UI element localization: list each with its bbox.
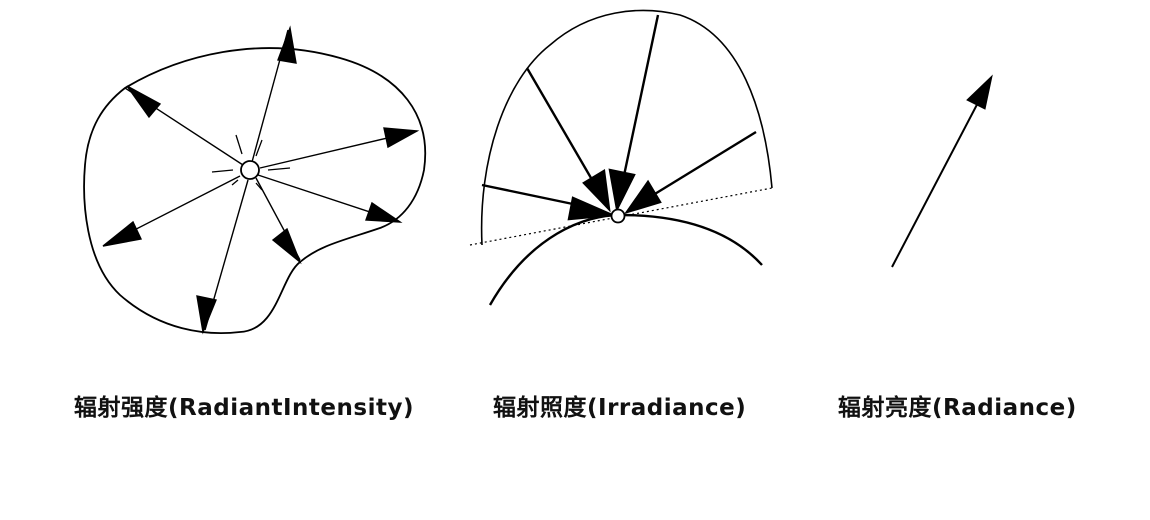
irradiance-hemisphere-dome xyxy=(480,9,773,246)
irradiance-arrow-from-top xyxy=(620,14,660,186)
irradiance-arrowhead-from-upper-left xyxy=(582,169,611,213)
intensity-blob-outline xyxy=(83,47,427,334)
irradiance-arrowhead-from-top xyxy=(608,168,636,213)
irradiance-surface-curve xyxy=(488,213,763,306)
point-source-icon xyxy=(240,160,260,180)
intensity-source-glow-rays xyxy=(211,134,291,191)
irradiance-arrow-from-upper-left xyxy=(525,67,600,191)
irradiance-panel xyxy=(469,9,773,306)
irradiance-arrow-from-right xyxy=(644,130,757,202)
radiance-panel xyxy=(891,74,993,268)
intensity-arrowhead-right xyxy=(383,127,420,149)
irradiance-arrowhead-from-right xyxy=(624,179,662,215)
caption-radiant-intensity: 辐射强度(RadiantIntensity) xyxy=(74,395,414,421)
caption-irradiance: 辐射照度(Irradiance) xyxy=(493,395,747,421)
irradiance-arrowhead-from-left xyxy=(567,196,613,221)
intensity-arrowhead-up xyxy=(277,25,297,64)
irradiance-surface-point-icon xyxy=(610,208,626,224)
intensity-arrowhead-down xyxy=(196,295,217,335)
irradiance-tangent-plane xyxy=(469,187,773,246)
irradiance-arrows xyxy=(481,14,757,221)
intensity-arrowhead-upper-left xyxy=(126,85,162,119)
caption-radiance: 辐射亮度(Radiance) xyxy=(838,395,1077,421)
radiance-ray xyxy=(891,94,983,268)
intensity-arrowhead-lower-left xyxy=(102,220,143,247)
intensity-arrows xyxy=(102,25,420,335)
intensity-arrowhead-lower-right xyxy=(365,201,403,223)
radiant-intensity-panel xyxy=(83,25,427,335)
intensity-arrowhead-down-right xyxy=(271,227,302,265)
radiance-arrowhead xyxy=(966,74,993,110)
